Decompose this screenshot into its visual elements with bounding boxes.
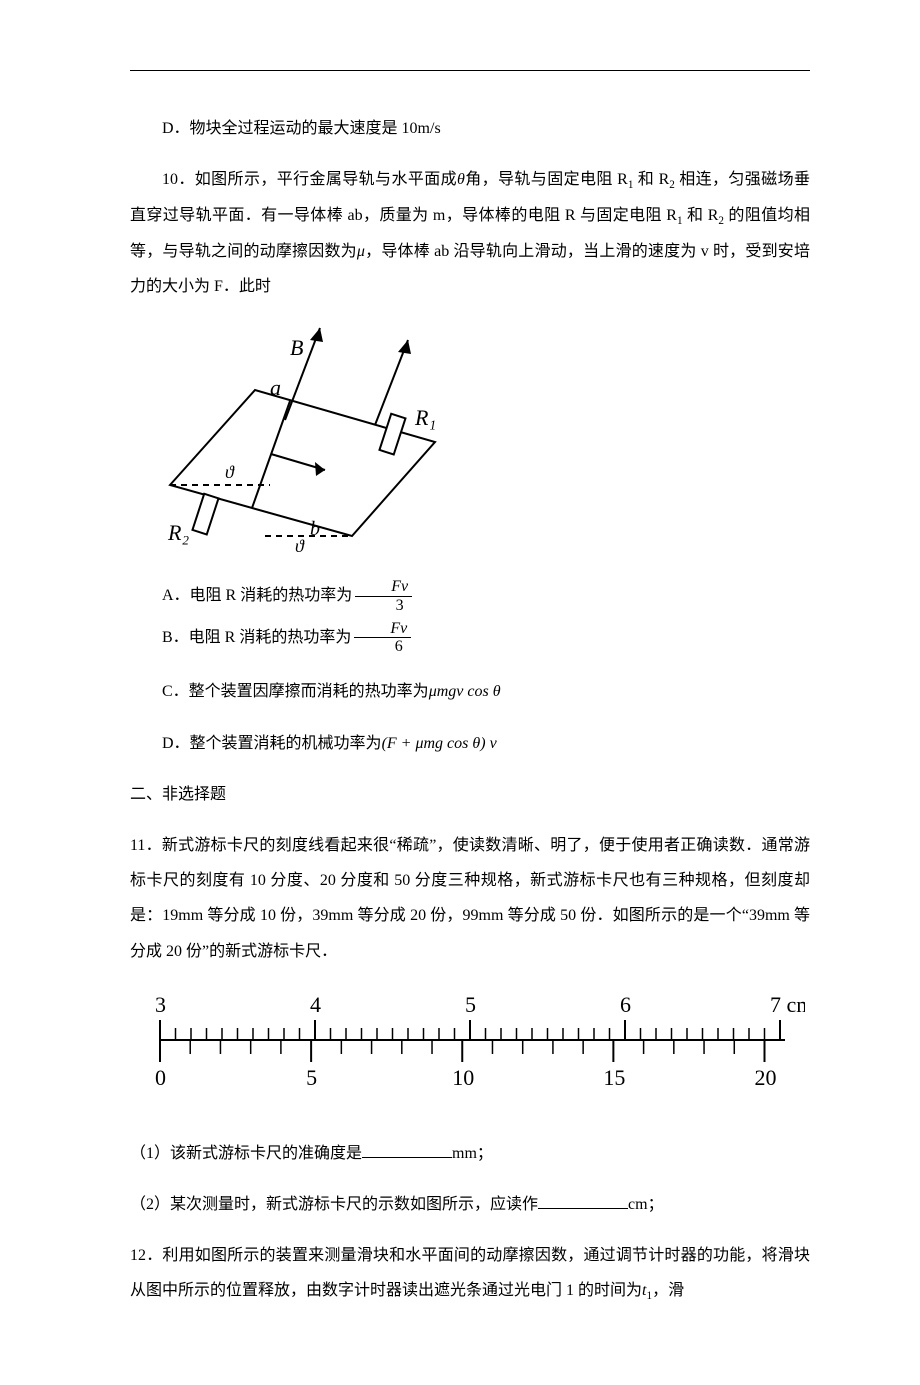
q11-part1: （1）该新式游标卡尺的准确度是 mm； xyxy=(130,1136,810,1171)
q10-optA-num: Fv xyxy=(355,578,412,597)
q10-optA-text: A．电阻 R 消耗的热功率为 xyxy=(162,575,352,617)
fig-label-a: a xyxy=(270,375,281,400)
q10-mu: μ xyxy=(357,243,365,260)
svg-text:5: 5 xyxy=(465,992,476,1017)
q10-option-a: A．电阻 R 消耗的热功率为 Fv 3 xyxy=(130,575,810,617)
q10-optD-text: D．整个装置消耗的机械功率为 xyxy=(162,735,382,752)
q10-figure: B a b R₁ R₂ ϑ ϑ xyxy=(160,320,810,565)
q10-optB-num: Fv xyxy=(354,620,411,639)
q10-stem-part2: 角，导轨与固定电阻 R xyxy=(465,171,628,188)
q11-part2: （2）某次测量时，新式游标卡尺的示数如图所示，应读作 cm； xyxy=(130,1187,810,1222)
q10-optA-den: 3 xyxy=(355,597,412,615)
q11-part1-unit: mm； xyxy=(452,1145,493,1162)
top-rule xyxy=(130,70,810,71)
svg-text:7 cm: 7 cm xyxy=(770,992,805,1017)
q10-optA-frac: Fv 3 xyxy=(355,578,412,614)
q10-stem: 10．如图所示，平行金属导轨与水平面成θ角，导轨与固定电阻 R1 和 R2 相连… xyxy=(130,162,810,304)
q11-blank-2[interactable] xyxy=(538,1192,628,1209)
fig-label-theta2: ϑ xyxy=(295,536,305,556)
q10-option-c: C．整个装置因摩擦而消耗的热功率为μmgv cos θ xyxy=(130,674,810,709)
q9-option-d: D．物块全过程运动的最大速度是 10m/s xyxy=(130,111,810,146)
q10-option-d: D．整个装置消耗的机械功率为(F + μmg cos θ) v xyxy=(130,726,810,761)
q11-caliper-figure: 3 4 5 6 7 cm 0 5 10 15 20 xyxy=(145,985,810,1120)
fig-label-b: b xyxy=(310,518,320,540)
q10-optD-expr: (F + μmg cos θ) v xyxy=(382,735,497,752)
q12-stem-part1: 12．利用如图所示的装置来测量滑块和水平面间的动摩擦因数，通过调节计时器的功能，… xyxy=(130,1247,810,1299)
q10-optB-text: B．电阻 R 消耗的热功率为 xyxy=(162,617,351,659)
q10-stem-part5: 和 R xyxy=(683,207,719,224)
svg-text:15: 15 xyxy=(603,1065,625,1090)
fig-label-theta1: ϑ xyxy=(225,462,235,482)
section-2-title: 二、非选择题 xyxy=(130,777,810,812)
q11-part2-unit: cm； xyxy=(628,1196,664,1213)
fig-label-R1: R₁ xyxy=(414,405,436,430)
q10-optB-den: 6 xyxy=(354,638,411,656)
svg-text:0: 0 xyxy=(155,1065,166,1090)
q10-stem-part3: 和 R xyxy=(633,171,669,188)
q10-sub2b: 2 xyxy=(718,215,724,227)
svg-text:6: 6 xyxy=(620,992,631,1017)
q12-stem: 12．利用如图所示的装置来测量滑块和水平面间的动摩擦因数，通过调节计时器的功能，… xyxy=(130,1238,810,1309)
svg-text:5: 5 xyxy=(306,1065,317,1090)
q10-theta: θ xyxy=(457,171,465,188)
svg-text:3: 3 xyxy=(155,992,166,1017)
q11-blank-1[interactable] xyxy=(362,1141,452,1158)
svg-text:20: 20 xyxy=(755,1065,777,1090)
q11-stem: 11．新式游标卡尺的刻度线看起来很“稀疏”，使读数清晰、明了，便于使用者正确读数… xyxy=(130,828,810,969)
q11-part2-pre: （2）某次测量时，新式游标卡尺的示数如图所示，应读作 xyxy=(130,1196,538,1213)
q10-optB-frac: Fv 6 xyxy=(354,620,411,656)
svg-text:10: 10 xyxy=(452,1065,474,1090)
q10-optC-expr: μmgv cos θ xyxy=(429,683,501,700)
q11-part1-pre: （1）该新式游标卡尺的准确度是 xyxy=(130,1145,362,1162)
q10-stem-part1: 10．如图所示，平行金属导轨与水平面成 xyxy=(162,171,457,188)
q12-stem-part2: ，滑 xyxy=(652,1282,684,1299)
q10-option-b: B．电阻 R 消耗的热功率为 Fv 6 xyxy=(130,617,810,659)
fig-label-B: B xyxy=(290,335,303,360)
q10-optC-text: C．整个装置因摩擦而消耗的热功率为 xyxy=(162,683,429,700)
fig-label-R2: R₂ xyxy=(167,520,189,545)
svg-text:4: 4 xyxy=(310,992,321,1017)
